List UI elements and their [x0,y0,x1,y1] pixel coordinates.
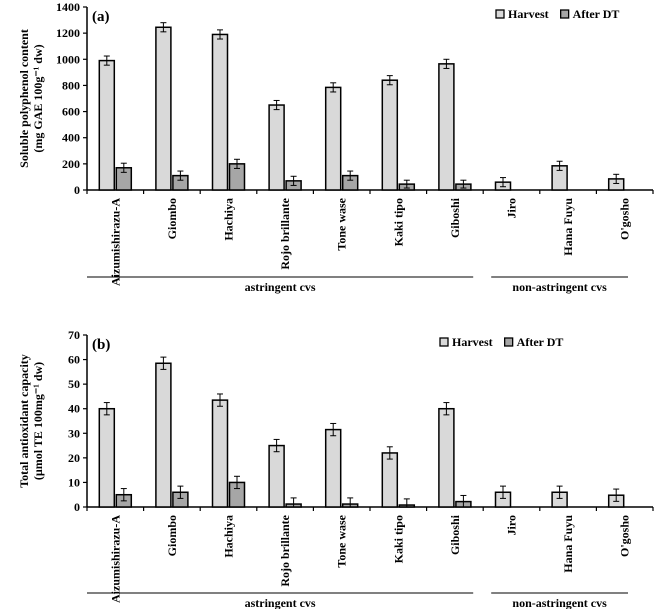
bar-harvest [211,399,229,508]
y-tick-label: 30 [68,426,80,440]
bar-harvest [155,26,172,191]
y-tick-label: 1200 [56,26,80,40]
y-tick-label: 200 [62,157,80,171]
y-tick-label: 0 [74,183,80,197]
legend-label: After DT [517,335,564,349]
x-tick-label: Tone wase [335,514,349,567]
y-tick-label: 20 [68,451,80,465]
legend-swatch [560,9,570,19]
x-tick-label: Giombo [165,515,179,556]
x-tick-label: Giboshi [448,197,462,238]
group-label: non-astringent cvs [512,596,607,609]
x-tick-label: Hana Fuyu [561,515,575,573]
y-tick-label: 800 [62,78,80,92]
bar-harvest [381,79,399,191]
x-tick-label: Kaki tipo [391,515,405,563]
bar-harvest [98,407,116,508]
bar-harvest [98,59,116,191]
y-tick-label: 600 [62,105,80,119]
legend-label: After DT [573,7,620,21]
chart-panel-a: 0 200 400 600 800 1000 1200 1400 Soluble polyphe… [17,0,654,294]
x-tick-label: Jiro [505,198,519,218]
y-tick-label: 50 [68,377,80,391]
x-tick-label: Aizumishirazu-A [108,515,122,603]
legend-swatch [504,337,514,347]
panel-label: (b) [92,337,110,353]
x-tick-label: Rojo brillante [278,514,292,586]
x-tick-label: Hachiya [222,198,236,241]
y-axis-label-units: (mg GAE 100g⁻¹ dw) [31,44,45,152]
x-tick-label: Rojo brillante [278,197,292,269]
y-tick-label: 70 [68,328,80,342]
chart-panel-b: 0 10 20 30 40 50 60 70 Total antioxidant capacit… [17,328,654,609]
bar-harvest [324,428,342,508]
x-tick-label: Giboshi [448,514,462,555]
legend-label: Harvest [452,335,493,349]
x-tick-label: Aizumishirazu-A [108,198,122,286]
y-tick-label: 400 [62,131,80,145]
y-tick-label: 10 [68,475,80,489]
bar-harvest [324,86,342,191]
x-tick-label: Hana Fuyu [561,198,575,256]
y-tick-label: 40 [68,402,80,416]
x-tick-label: O'gosho [618,198,632,240]
legend-label: Harvest [508,7,549,21]
bar-harvest [438,63,455,191]
panel-label: (a) [92,9,110,25]
y-tick-label: 1400 [56,0,80,14]
y-axis-label-units: (µmol TE 100mg⁻¹ dw) [31,362,45,480]
y-tick-label: 0 [74,500,80,514]
legend-swatch [439,337,449,347]
bar-harvest [268,104,285,191]
bar-harvest [381,452,399,508]
y-tick-label: 60 [68,353,80,367]
group-label: non-astringent cvs [512,280,607,294]
bar-harvest [268,444,285,508]
x-tick-label: Kaki tipo [391,198,405,246]
y-axis-label: Total antioxidant capacity [17,354,31,488]
x-tick-label: O'gosho [618,515,632,557]
group-label: astringent cvs [245,280,316,294]
x-tick-label: Giombo [165,198,179,239]
x-tick-label: Tone wase [335,197,349,250]
legend-swatch [495,9,505,19]
bar-harvest [155,362,172,508]
y-axis-label: Soluble polyphenol content [17,29,31,168]
bar-harvest [211,33,229,191]
x-tick-label: Jiro [505,515,519,535]
bar-harvest [438,407,455,508]
x-tick-label: Hachiya [222,515,236,558]
group-label: astringent cvs [245,596,316,609]
y-tick-label: 1000 [56,52,80,66]
